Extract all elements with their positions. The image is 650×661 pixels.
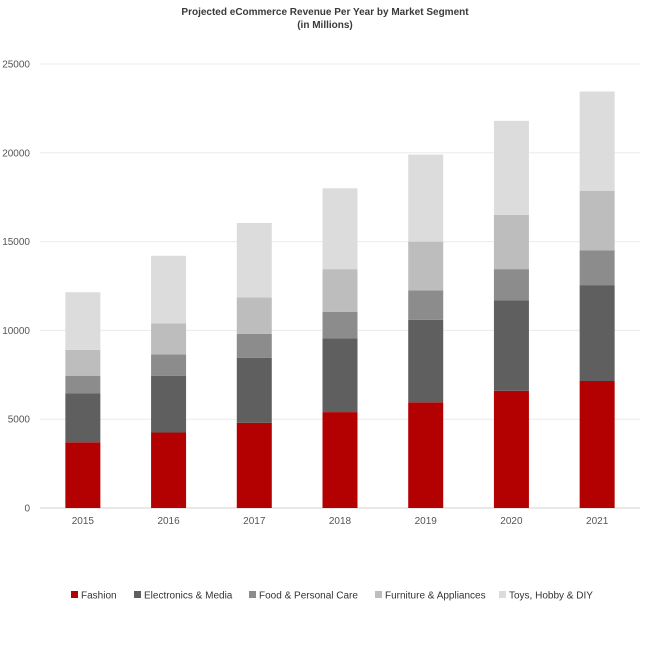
bar-segment xyxy=(65,375,101,394)
y-axis-ticks: 0 5000 10000 15000 20000 25000 xyxy=(2,60,30,515)
x-tick-label: 2021 xyxy=(586,516,609,527)
legend-label: Toys, Hobby & DIY xyxy=(509,591,593,602)
bar-segment xyxy=(65,393,101,443)
y-tick-label: 15000 xyxy=(2,237,30,248)
bar-segment xyxy=(236,422,272,508)
x-tick-label: 2017 xyxy=(243,516,266,527)
legend-swatch xyxy=(375,591,382,598)
bar-segment xyxy=(579,381,615,508)
bar-segment xyxy=(151,354,187,376)
legend-swatch xyxy=(249,591,256,598)
bar-segment xyxy=(579,250,615,286)
bar-segment xyxy=(236,333,272,358)
legend-item: Toys, Hobby & DIY xyxy=(499,591,593,602)
bar-segment xyxy=(151,323,187,355)
x-axis-ticks: 2015 2016 2017 2018 2019 2020 2021 xyxy=(72,516,609,527)
bar-segment xyxy=(408,154,444,242)
legend-label: Electronics & Media xyxy=(144,591,233,602)
bar-segment xyxy=(151,432,187,508)
legend-swatch xyxy=(134,591,141,598)
bar-segment xyxy=(493,390,529,508)
bar-segment xyxy=(493,120,529,215)
y-tick-label: 25000 xyxy=(2,60,30,71)
bar-segment xyxy=(493,269,529,301)
legend-label: Furniture & Appliances xyxy=(385,591,486,602)
x-tick-label: 2020 xyxy=(500,516,523,527)
bar-segment xyxy=(408,319,444,403)
bar-segment xyxy=(408,402,444,508)
y-tick-label: 5000 xyxy=(8,415,31,426)
y-tick-label: 0 xyxy=(24,504,30,515)
y-tick-label: 20000 xyxy=(2,148,30,159)
bar-segment xyxy=(322,338,358,413)
legend-swatch xyxy=(499,591,506,598)
bar-segment xyxy=(408,290,444,320)
x-tick-label: 2019 xyxy=(415,516,438,527)
legend-item: Electronics & Media xyxy=(134,591,233,602)
legend-swatch xyxy=(71,591,78,598)
bar-segment xyxy=(236,297,272,334)
x-tick-label: 2016 xyxy=(157,516,180,527)
bar-segment xyxy=(322,269,358,312)
legend-label: Food & Personal Care xyxy=(259,591,358,602)
bar-segment xyxy=(322,311,358,339)
legend: Fashion Electronics & Media Food & Persona… xyxy=(71,591,593,602)
legend-item: Fashion xyxy=(71,591,117,602)
bar-segment xyxy=(408,241,444,291)
legend-item: Furniture & Appliances xyxy=(375,591,486,602)
bar-segment xyxy=(579,190,615,251)
chart-title: Projected eCommerce Revenue Per Year by … xyxy=(181,7,469,18)
legend-label: Fashion xyxy=(81,591,117,602)
bar-segment xyxy=(322,188,358,270)
bar-segment xyxy=(151,375,187,433)
x-tick-label: 2018 xyxy=(329,516,352,527)
bar-segment xyxy=(236,357,272,423)
bar-segment xyxy=(322,412,358,508)
bar-segment xyxy=(493,300,529,391)
bar-segment xyxy=(65,292,101,350)
bar-segment xyxy=(65,442,101,508)
legend-item: Food & Personal Care xyxy=(249,591,358,602)
bar-segment xyxy=(579,285,615,382)
x-tick-label: 2015 xyxy=(72,516,95,527)
bar-segment xyxy=(579,91,615,191)
bars xyxy=(65,91,615,508)
y-tick-label: 10000 xyxy=(2,326,30,337)
chart-subtitle: (in Millions) xyxy=(297,20,353,31)
bar-segment xyxy=(493,214,529,270)
bar-segment xyxy=(151,255,187,324)
bar-segment xyxy=(236,222,272,298)
bar-segment xyxy=(65,349,101,376)
